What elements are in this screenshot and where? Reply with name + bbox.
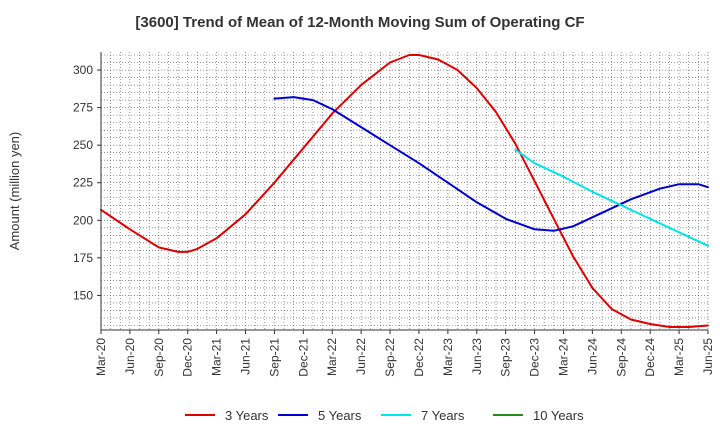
plot-area	[101, 52, 708, 330]
x-tick-label: Mar-23	[441, 338, 455, 376]
y-tick-label: 200	[73, 213, 93, 227]
x-tick-label: Dec-24	[643, 338, 657, 377]
legend-label-3-years: 3 Years	[225, 408, 269, 423]
x-tick-label: Sep-20	[152, 338, 166, 377]
legend-label-10-years: 10 Years	[533, 408, 584, 423]
x-tick-label: Sep-23	[499, 338, 513, 377]
y-axis-title: Amount (million yen)	[7, 132, 22, 251]
x-tick-label: Jun-25	[701, 338, 715, 375]
chart-title: [3600] Trend of Mean of 12-Month Moving …	[135, 14, 585, 31]
x-tick-label: Dec-21	[296, 338, 310, 377]
x-tick-label: Jun-23	[470, 338, 484, 375]
y-tick-label: 275	[73, 101, 93, 115]
legend-label-5-years: 5 Years	[318, 408, 362, 423]
x-tick-label: Sep-21	[267, 338, 281, 377]
series-line-3-years	[100, 54, 709, 328]
y-tick-label: 300	[73, 63, 93, 77]
x-tick-label: Jun-22	[354, 338, 368, 375]
series-line-7-years	[514, 148, 709, 247]
y-tick-label: 150	[73, 288, 93, 302]
x-tick-label: Sep-24	[614, 338, 628, 377]
x-tick-label: Dec-20	[181, 338, 195, 377]
y-tick-label: 225	[73, 176, 93, 190]
series-line-5-years	[273, 96, 709, 232]
x-tick-label: Jun-21	[239, 338, 253, 375]
x-tick-label: Jun-24	[585, 338, 599, 375]
legend-label-7-years: 7 Years	[421, 408, 465, 423]
x-tick-label: Mar-20	[94, 338, 108, 376]
y-tick-label: 250	[73, 138, 93, 152]
x-tick-label: Mar-25	[672, 338, 686, 376]
y-tick-label: 175	[73, 251, 93, 265]
x-tick-label: Mar-24	[556, 338, 570, 376]
x-tick-label: Dec-23	[528, 338, 542, 377]
x-tick-label: Jun-20	[123, 338, 137, 375]
x-tick-label: Mar-21	[210, 338, 224, 376]
x-tick-label: Mar-22	[325, 338, 339, 376]
x-tick-label: Sep-22	[383, 338, 397, 377]
x-tick-label: Dec-22	[412, 338, 426, 377]
